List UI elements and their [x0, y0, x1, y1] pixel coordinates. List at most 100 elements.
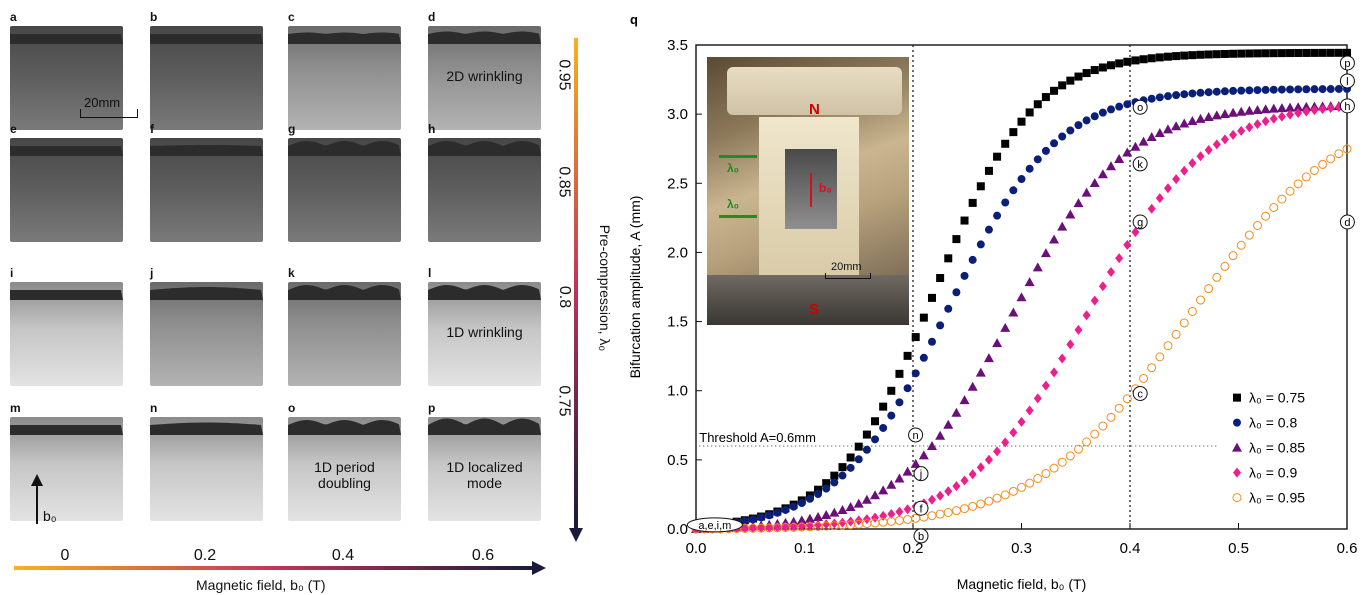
panel-edge-j: [150, 287, 263, 300]
data-point-series-4: [1204, 145, 1213, 156]
data-point-series-2: [1277, 85, 1286, 94]
point-label-circle: [913, 528, 929, 544]
point-label-l: l: [1346, 76, 1348, 88]
panel-edge-shape-f: [150, 145, 263, 156]
panel-letter-a: a: [10, 10, 17, 24]
panel-image-f: [150, 138, 263, 242]
data-point-series-3: [1073, 198, 1084, 208]
point-label-aeim: a,e,i,m: [698, 520, 731, 532]
data-point-series-3: [1130, 141, 1141, 151]
data-point-series-3: [1146, 131, 1157, 141]
data-point-series-2: [968, 255, 977, 264]
data-point-series-4: [1261, 116, 1270, 127]
data-point-series-2: [1196, 88, 1205, 97]
data-point-series-1: [911, 333, 920, 342]
data-point-series-4: [1245, 122, 1254, 133]
data-point-series-3: [886, 479, 897, 489]
data-point-series-4: [846, 516, 855, 527]
field-axis-title: Magnetic field, b₀ (T): [196, 577, 326, 593]
scale-bar: [80, 109, 138, 118]
data-point-series-5: [943, 508, 953, 518]
data-point-series-4: [1253, 119, 1262, 130]
data-point-series-2: [773, 508, 782, 517]
data-point-series-4: [895, 506, 904, 517]
data-point-series-1: [1082, 69, 1091, 78]
data-point-series-5: [1228, 251, 1238, 261]
field-axis-arrow: [14, 566, 534, 570]
panel-image-a: [10, 26, 123, 130]
point-label-h: h: [1344, 101, 1350, 113]
col-value-3: 0.4: [331, 547, 355, 564]
panel-edge-shape-a: [10, 34, 123, 44]
data-point-series-1: [1147, 54, 1156, 63]
data-point-series-3: [1228, 107, 1239, 117]
data-point-series-5: [1033, 474, 1043, 484]
point-label-circle: [1339, 55, 1355, 71]
data-point-series-5: [1196, 295, 1206, 305]
data-point-series-5: [1122, 394, 1132, 404]
data-point-series-4: [1229, 129, 1238, 140]
data-point-series-2: [1147, 94, 1156, 103]
col-value-4: 0.6: [471, 547, 495, 564]
data-point-series-2: [1212, 87, 1221, 96]
x-tick-label: 0.0: [686, 540, 707, 557]
data-point-series-2: [1050, 139, 1059, 148]
inset-scale-label: 20mm: [831, 261, 862, 273]
legend-label-3: λ₀ = 0.85: [1249, 440, 1305, 456]
data-point-series-2: [887, 411, 896, 420]
data-point-series-3: [845, 502, 856, 512]
data-point-series-1: [895, 369, 904, 378]
data-point-series-1: [952, 235, 961, 244]
panel-image-n: [150, 417, 263, 521]
data-point-series-1: [1310, 48, 1319, 57]
data-point-series-4: [1334, 102, 1343, 113]
data-point-series-3: [1268, 103, 1279, 113]
panel-edge-o: [288, 420, 401, 435]
field-axis-arrow-head: [532, 561, 546, 575]
data-point-series-1: [1139, 55, 1148, 64]
data-point-series-1: [1090, 66, 1099, 75]
data-point-series-2: [1334, 84, 1343, 93]
row-value-4: 0.75: [555, 385, 573, 417]
data-point-series-5: [1171, 329, 1181, 339]
data-point-series-1: [1302, 48, 1311, 57]
data-point-series-1: [1115, 59, 1124, 68]
data-point-series-5: [968, 501, 978, 511]
data-point-series-4: [1058, 353, 1067, 364]
data-point-series-1: [1123, 57, 1132, 66]
point-label-j: j: [919, 469, 922, 481]
data-point-series-3: [1244, 105, 1255, 115]
panel-edge-g: [288, 141, 401, 156]
data-point-series-2: [789, 502, 798, 511]
data-point-series-2: [960, 271, 969, 280]
data-point-series-1: [1343, 48, 1351, 57]
data-point-series-1: [1326, 48, 1335, 57]
data-point-series-5: [1261, 211, 1271, 221]
data-point-series-3: [1114, 153, 1125, 163]
inset-b-label: b₀: [819, 181, 832, 195]
inset-lambda-arrow-2: [719, 215, 757, 218]
panel-image-l: [428, 282, 541, 386]
data-point-series-1: [830, 471, 839, 480]
data-point-series-3: [821, 509, 832, 519]
data-point-series-2: [903, 384, 912, 393]
data-point-series-1: [1041, 93, 1050, 102]
data-point-series-1: [944, 254, 953, 263]
y-tick-label: 1.0: [667, 383, 688, 400]
inset-lambda-label-2: λ₀: [727, 197, 740, 211]
point-label-k: k: [1137, 159, 1143, 171]
data-point-series-2: [830, 478, 839, 487]
data-point-series-3: [1285, 102, 1296, 112]
data-point-series-4: [1163, 183, 1172, 194]
panel-edge-shape-n: [150, 422, 263, 435]
data-point-series-4: [862, 514, 871, 525]
data-point-series-5: [992, 493, 1002, 503]
data-point-series-3: [983, 353, 994, 363]
data-point-series-5: [1301, 172, 1311, 182]
panel-image-o: [288, 417, 401, 521]
panel-edge-shape-j: [150, 287, 263, 300]
data-point-series-2: [1237, 86, 1246, 95]
data-point-series-4: [1326, 102, 1335, 113]
panel-edge-shape-l: [428, 285, 541, 300]
data-point-series-5: [1293, 179, 1303, 189]
